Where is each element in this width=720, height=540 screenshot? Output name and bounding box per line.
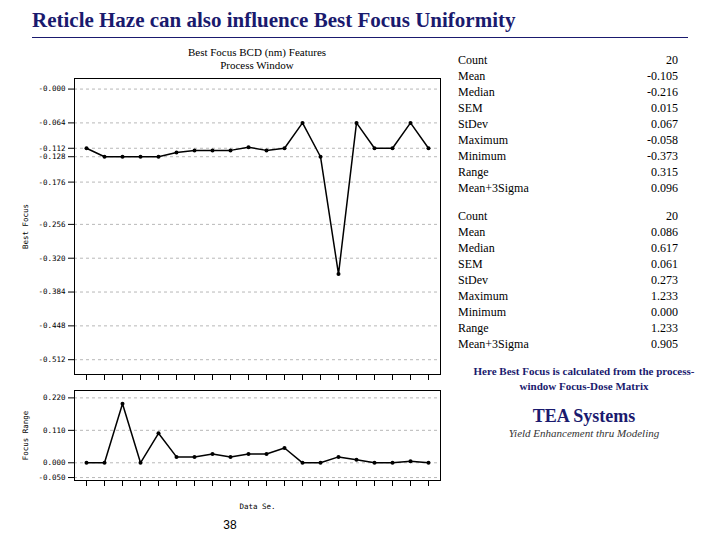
html-text:-0.216: -0.216 (647, 85, 678, 99)
svg-text:-0.256: -0.256 (38, 220, 66, 229)
html-text:0.067: 0.067 (651, 117, 678, 131)
html-text:20: 20 (666, 209, 678, 223)
svg-text:-0.000: -0.000 (38, 84, 66, 93)
html-text:Mean+3Sigma: Mean+3Sigma (458, 337, 529, 351)
html-text:0.273: 0.273 (651, 273, 678, 287)
html-text:Median: Median (458, 241, 495, 255)
html-text:1.233: 1.233 (651, 289, 678, 303)
svg-text:-0.050: -0.050 (38, 473, 66, 482)
html-text:20: 20 (666, 53, 678, 67)
html-text:Maximum: Maximum (458, 133, 508, 147)
html-text:Mean: Mean (458, 69, 486, 83)
html-text:Median: Median (458, 85, 495, 99)
svg-text:Best Focus: Best Focus (21, 204, 30, 249)
html-text:SEM: SEM (458, 257, 483, 271)
html-text:Minimum: Minimum (458, 305, 506, 319)
html-text:1.233: 1.233 (651, 321, 678, 335)
html-text:Mean+3Sigma: Mean+3Sigma (458, 181, 529, 195)
svg-text:-0.064: -0.064 (38, 118, 66, 127)
html-text:Minimum: Minimum (458, 149, 506, 163)
html-text:-0.058: -0.058 (647, 133, 678, 147)
html-text:Count: Count (458, 209, 488, 223)
html-text:0.061: 0.061 (651, 257, 678, 271)
html-text:Count: Count (458, 53, 488, 67)
svg-text:0.000: 0.000 (43, 458, 66, 467)
html-text:Maximum: Maximum (458, 289, 508, 303)
svg-text:-0.512: -0.512 (38, 355, 65, 364)
svg-text:0.110: 0.110 (43, 426, 66, 435)
svg-text:-0.128: -0.128 (38, 152, 66, 161)
html-text:Range: Range (458, 165, 489, 179)
html-text:StDev: StDev (458, 273, 488, 287)
html-text:StDev: StDev (458, 117, 488, 131)
html-text:0.000: 0.000 (651, 305, 678, 319)
svg-text:-0.176: -0.176 (38, 178, 66, 187)
html-text:Here Best Focus is calculated: Here Best Focus is calculated from the p… (473, 365, 695, 377)
html-text:Mean: Mean (458, 225, 486, 239)
html-text:38: 38 (223, 518, 237, 532)
html-text:0.617: 0.617 (651, 241, 678, 255)
svg-text:Focus Range: Focus Range (21, 410, 30, 460)
svg-text:-0.320: -0.320 (38, 254, 66, 263)
html-text:0.905: 0.905 (651, 337, 678, 351)
html-text:SEM: SEM (458, 101, 483, 115)
html-text:window Focus-Dose Matrix: window Focus-Dose Matrix (519, 380, 649, 392)
html-text:0.315: 0.315 (651, 165, 678, 179)
svg-text:-0.112: -0.112 (38, 143, 66, 153)
html-text:0.015: 0.015 (651, 101, 678, 115)
svg-text:-0.448: -0.448 (38, 321, 66, 330)
html-text:0.096: 0.096 (651, 181, 678, 195)
svg-text:-0.384: -0.384 (38, 287, 66, 296)
html-text:0.086: 0.086 (651, 225, 678, 239)
html-text:Range: Range (458, 321, 489, 335)
html-text:-0.105: -0.105 (647, 69, 678, 83)
svg-text:0.220: 0.220 (43, 393, 66, 402)
html-text:Reticle Haze can also influenc: Reticle Haze can also influence Best Foc… (32, 8, 516, 32)
html-text:-0.373: -0.373 (647, 149, 678, 163)
html-text:Yield Enhancement thru Modelin: Yield Enhancement thru Modeling (508, 427, 660, 439)
html-text:TEA Systems: TEA Systems (532, 406, 636, 426)
html-text:Best Focus BCD (nm) Features P: Best Focus BCD (nm) Features Process Win… (187, 46, 326, 71)
svg-text:Data Se.: Data Se. (239, 502, 275, 511)
